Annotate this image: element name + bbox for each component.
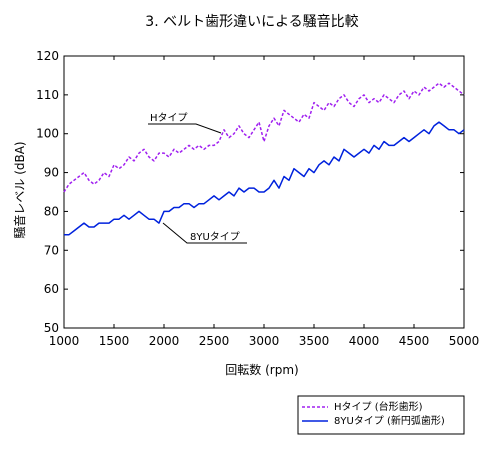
legend-label: 8YUタイプ (新円弧歯形): [334, 414, 445, 427]
plot-area: 1000 1500 2000 2500 3000 3500 4000 4500 5000 50 60…: [36, 49, 479, 348]
y-tick-label: 60: [44, 282, 59, 296]
legend-label: Hタイプ (台形歯形): [334, 400, 423, 413]
annotation-leader-8yu: [162, 222, 247, 244]
y-tick-label: 90: [44, 166, 59, 180]
y-axis-label: 騒音レベル (dBA): [12, 141, 27, 238]
x-tick-label: 2000: [149, 334, 180, 348]
y-tick-label: 120: [36, 49, 59, 63]
series-line-8yu-type: [64, 121, 465, 236]
y-tick-label: 50: [44, 321, 59, 335]
annotation-leader-h: [148, 123, 222, 134]
x-axis-label: 回転数 (rpm): [225, 362, 298, 377]
legend: Hタイプ (台形歯形)8YUタイプ (新円弧歯形): [297, 395, 465, 435]
x-tick-label: 3000: [249, 334, 280, 348]
y-tick-label: 80: [44, 204, 59, 218]
x-tick-label: 2500: [199, 334, 230, 348]
annotation-h-type: Hタイプ: [150, 112, 188, 124]
annotation-layer: Hタイプ 8YUタイプ: [148, 112, 247, 244]
x-tick-label: 4000: [349, 334, 380, 348]
y-tick-label: 100: [36, 127, 59, 141]
y-tick-label: 70: [44, 243, 59, 257]
x-tick-label: 3500: [299, 334, 330, 348]
series-line-h-type: [63, 82, 465, 193]
x-tick-label: 4500: [399, 334, 430, 348]
annotation-8yu-type: 8YUタイプ: [190, 231, 240, 243]
legend-items: Hタイプ (台形歯形)8YUタイプ (新円弧歯形): [302, 400, 445, 427]
y-tick-label: 110: [36, 88, 59, 102]
legend-box: [297, 395, 465, 435]
chart-title: 3. ベルト歯形違いによる騒音比較: [145, 13, 358, 30]
series-layer: [63, 82, 465, 236]
x-tick-label: 1000: [49, 334, 80, 348]
x-tick-label: 5000: [449, 334, 480, 348]
x-tick-label: 1500: [99, 334, 130, 348]
ticks-layer: 1000 1500 2000 2500 3000 3500 4000 4500 5000 50 60…: [36, 49, 479, 348]
